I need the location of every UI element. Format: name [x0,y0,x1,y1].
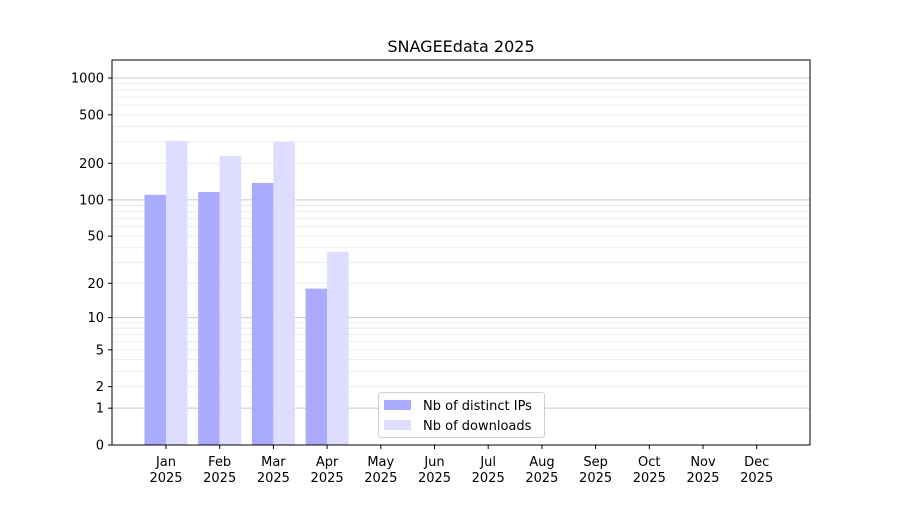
bar-downloads [166,140,188,445]
bar-downloads [219,155,242,446]
bar-distinct-ips [144,194,166,445]
x-tick-label: Jul 2025 [472,455,505,486]
x-tick-label: Nov 2025 [686,455,719,486]
y-tick-label: 1 [96,402,104,417]
bar-downloads [327,251,349,445]
y-tick-label: 2 [96,380,104,395]
y-tick-label: 200 [79,157,104,172]
x-tick-label: Apr 2025 [311,455,344,486]
legend-label: Nb of downloads [423,419,532,434]
y-tick-label: 10 [87,311,104,326]
y-tick-label: 500 [79,108,104,123]
x-tick-label: Sep 2025 [579,455,612,486]
x-tick-label: Jan 2025 [149,455,182,486]
y-tick-label: 100 [79,193,104,208]
y-tick-label: 5 [96,343,104,358]
x-tick-label: Dec 2025 [740,455,773,486]
legend-label: Nb of distinct IPs [423,399,532,414]
bar-downloads [273,142,295,445]
plot-frame [111,59,811,446]
legend-swatch [384,400,411,410]
x-tick-label: Feb 2025 [203,455,236,486]
y-tick-label: 20 [87,277,104,292]
y-tick-label: 50 [87,230,104,245]
x-tick-label: Mar 2025 [257,455,290,486]
x-tick-label: Jun 2025 [418,455,451,486]
bar-distinct-ips [305,288,328,445]
chart-title: SNAGEEdata 2025 [387,37,534,56]
legend-box [378,392,545,438]
y-tick-label: 0 [96,439,104,454]
legend-swatch [384,420,411,430]
bar-distinct-ips [198,192,220,445]
x-tick-label: Aug 2025 [525,455,558,486]
bar-distinct-ips [251,182,274,445]
x-tick-label: May 2025 [364,455,397,486]
y-tick-label: 1000 [71,72,104,87]
x-tick-label: Oct 2025 [633,455,666,486]
